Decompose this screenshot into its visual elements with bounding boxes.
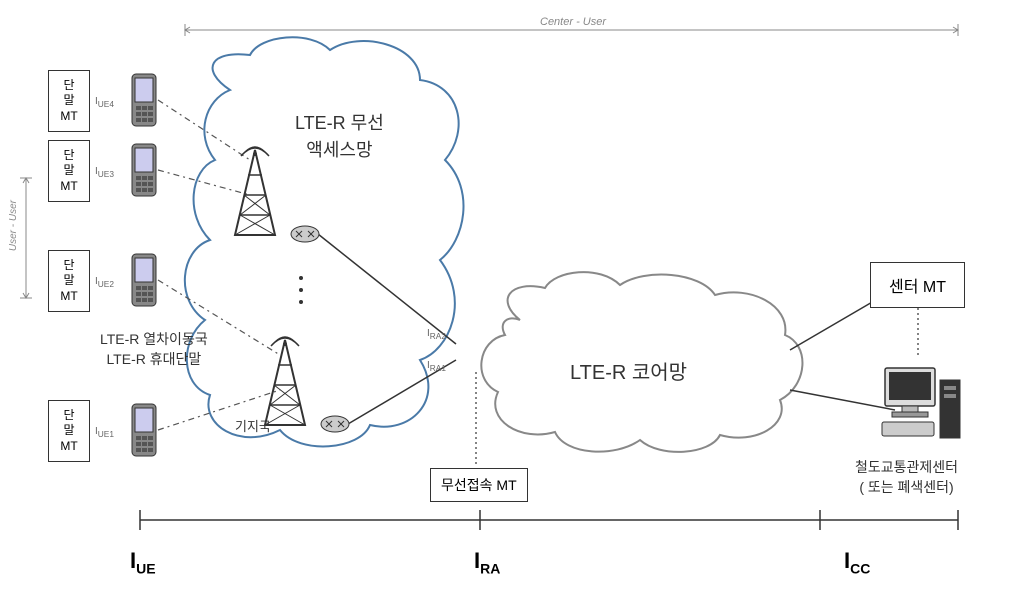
tower-icon [255,330,315,430]
span-top-label: Center - User [540,16,606,28]
ellipsis [299,276,303,304]
terminal-line: 단 [63,78,74,94]
terminal-line: 단 [63,148,74,164]
iface-label-ue3: IUE3 [95,166,114,179]
iface-ue: IUE [130,548,156,576]
center-mt-box: 센터 MT [870,262,965,308]
cloud-access-label: LTE-R 무선 액세스망 [295,110,384,164]
phone-icon [130,142,158,198]
iface-label-ra2: IRA2 [427,328,446,341]
cloud-core-label: LTE-R 코어망 [570,358,687,388]
terminal-line: MT [60,179,77,195]
terminal-4: 단 말 MT [48,70,90,132]
cloud-label-line: 액세스망 [306,140,372,160]
iface-label-ue1: IUE1 [95,426,114,439]
span-bottom [140,510,958,530]
terminal-line: MT [60,439,77,455]
iface-cc: ICC [844,548,870,576]
tower-icon [225,140,285,240]
cloud-label-line: LTE-R 무선 [295,113,384,133]
iface-label-ue2: IUE2 [95,276,114,289]
cloud-label-line: LTE-R 코어망 [570,362,687,384]
iface-ra: IRA [474,548,500,576]
terminal-line: 단 [63,408,74,424]
terminal-line: MT [60,109,77,125]
cloud-access [185,37,464,446]
rail-center-line: ( 또는 폐색센터) [859,479,953,495]
iface-label-ra1: IRA1 [427,360,446,373]
note-line: LTE-R 휴대단말 [106,351,201,367]
terminal-1: 단 말 MT [48,400,90,462]
rail-center-line: 철도교통관제센터 [855,459,958,475]
terminal-2: 단 말 MT [48,250,90,312]
center-mt-label: 센터 MT [889,279,946,296]
note-line: LTE-R 열차이동국 [100,331,208,347]
rail-center-label: 철도교통관제센터 ( 또는 폐색센터) [855,458,958,497]
wired-links [318,234,895,424]
terminal-3: 단 말 MT [48,140,90,202]
phone-icon [130,72,158,128]
phone-icon [130,402,158,458]
span-left [20,178,32,298]
terminal-line: 말 [63,163,74,179]
terminal-line: 단 [63,258,74,274]
router-icon [290,225,320,243]
wireless-mt-box: 무선접속 MT [430,468,528,502]
terminal-line: 말 [63,423,74,439]
terminal-line: 말 [63,273,74,289]
phone-icon [130,252,158,308]
terminal-note: LTE-R 열차이동국 LTE-R 휴대단말 [100,330,208,369]
tower-label: 기지국 [235,418,271,436]
computer-icon [880,360,965,445]
span-left-label: User - User [8,200,19,251]
terminal-line: MT [60,289,77,305]
dotted-links [476,298,918,466]
wireless-mt-label: 무선접속 MT [441,477,517,493]
iface-label-ue4: IUE4 [95,96,114,109]
router-icon [320,415,350,433]
terminal-line: 말 [63,93,74,109]
